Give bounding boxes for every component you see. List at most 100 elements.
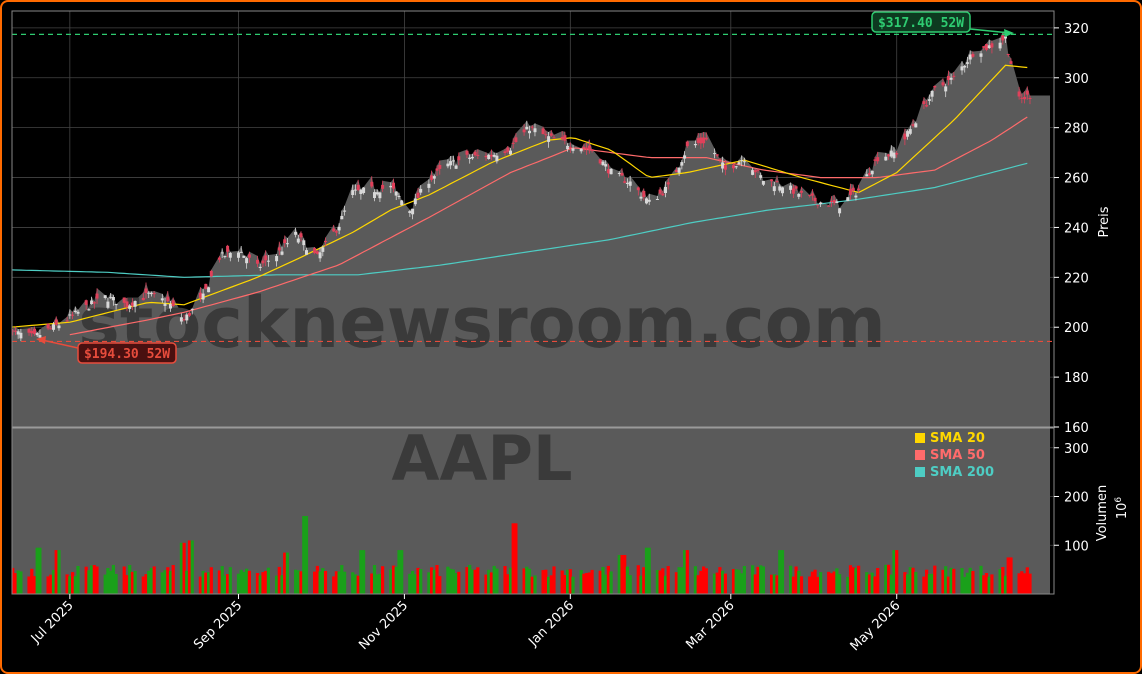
volume-bar: [103, 574, 107, 594]
candle-body: [413, 198, 417, 205]
volume-bar: [245, 568, 249, 594]
candle-body: [130, 302, 134, 306]
candle-body: [721, 162, 725, 169]
volume-bar: [171, 565, 175, 594]
candle-body: [296, 238, 300, 243]
volume-bar: [54, 550, 58, 594]
candle-body: [533, 128, 537, 133]
candle-body: [73, 310, 77, 312]
candle-body: [419, 188, 423, 193]
candle-body: [601, 161, 605, 166]
volume-bar: [1017, 573, 1021, 594]
candle-body: [887, 154, 891, 157]
volume-bar: [432, 570, 436, 594]
volume-bar: [71, 572, 75, 594]
candle-body: [185, 314, 189, 321]
candle-body: [617, 173, 621, 174]
candle-body: [914, 123, 918, 128]
candle-body: [908, 129, 912, 134]
candle-body: [457, 156, 461, 161]
candle-body: [1017, 91, 1021, 97]
volume-bar: [332, 576, 336, 594]
volume-bar: [12, 567, 15, 594]
volume-bar: [416, 567, 420, 594]
volume-bar: [454, 573, 458, 594]
candle-body: [579, 148, 583, 152]
candle-body: [514, 137, 518, 142]
candle-body: [734, 166, 738, 168]
candle-body: [1020, 97, 1024, 99]
candle-body: [54, 319, 58, 325]
volume-bar: [639, 575, 643, 594]
candle-body: [549, 133, 553, 136]
volume-bar: [147, 570, 151, 594]
volume-axis-label: Volumen: [1095, 485, 1110, 542]
candle-body: [568, 147, 572, 149]
volume-bar: [522, 568, 526, 594]
volume-bar: [65, 574, 69, 594]
low-52w-badge: [77, 342, 177, 364]
candle-body: [343, 210, 347, 212]
volume-bar: [449, 568, 453, 594]
volume-bar: [810, 571, 814, 594]
candle-body: [125, 301, 129, 308]
volume-bar: [873, 576, 877, 594]
candle-body: [789, 185, 793, 190]
volume-bar: [960, 568, 964, 594]
volume-bar: [49, 574, 53, 594]
candle-body: [857, 188, 861, 190]
volume-bar: [941, 569, 945, 594]
candle-body: [277, 247, 281, 251]
volume-bar: [130, 571, 134, 594]
candle-body: [990, 43, 994, 48]
volume-bar: [721, 570, 725, 594]
candle-body: [606, 169, 610, 174]
volume-bar: [927, 574, 931, 594]
candle-body: [571, 148, 575, 151]
volume-bar: [808, 576, 812, 594]
candle-body: [911, 124, 915, 126]
legend-label: SMA 20: [930, 431, 985, 446]
candle-body: [658, 189, 662, 194]
candle-body: [511, 142, 515, 144]
candle-body: [52, 324, 55, 330]
candle-body: [68, 314, 72, 316]
volume-bar: [255, 573, 260, 594]
volume-bar: [1028, 573, 1032, 594]
candle-body: [337, 226, 341, 231]
volume-bar: [666, 566, 670, 594]
candle-body: [946, 76, 950, 80]
volume-bar: [438, 576, 442, 594]
volume-bar: [663, 575, 668, 594]
low-52w-arrow: [41, 339, 79, 349]
volume-bar: [791, 576, 795, 594]
price-tick-label: 200: [1064, 321, 1089, 336]
volume-bar: [984, 573, 989, 594]
volume-bar: [242, 571, 246, 594]
candle-body: [884, 156, 888, 161]
candle-body: [870, 170, 874, 175]
candle-body: [892, 152, 896, 159]
volume-bar: [198, 576, 202, 594]
candle-body: [449, 161, 453, 166]
volume-bar: [1006, 557, 1010, 594]
candle-body: [530, 126, 534, 128]
volume-bar: [220, 566, 224, 594]
candle-body: [397, 196, 401, 197]
volume-bar: [827, 571, 831, 594]
candle-body: [392, 182, 395, 189]
candle-body: [285, 243, 289, 245]
volume-bar: [427, 572, 431, 594]
volume-bar: [27, 576, 31, 594]
candle-body: [544, 134, 548, 136]
volume-bar: [685, 550, 689, 594]
candle-body: [114, 304, 118, 306]
candle-body: [525, 126, 529, 130]
candle-body: [895, 153, 899, 155]
volume-bar: [848, 565, 853, 594]
volume-bar: [1023, 573, 1027, 594]
candle-body: [941, 82, 945, 86]
candle-body: [582, 146, 586, 149]
volume-bar: [340, 565, 344, 594]
volume-bar: [642, 567, 646, 594]
